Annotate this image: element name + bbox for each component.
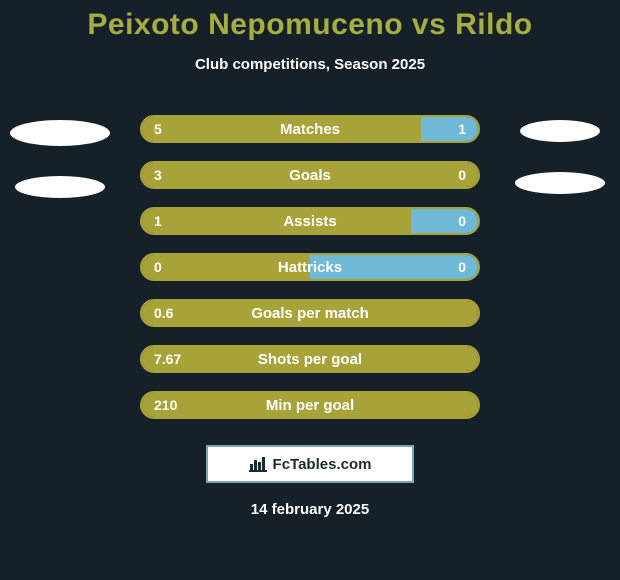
left-segment (142, 393, 478, 417)
right-team-marks (500, 120, 620, 194)
ellipse-icon (515, 172, 605, 194)
right-segment (411, 209, 478, 233)
stat-row: Goals per match0.6 (140, 299, 480, 327)
attribution-badge: FcTables.com (206, 445, 414, 483)
attribution-text: FcTables.com (273, 456, 372, 473)
left-segment (142, 255, 310, 279)
left-segment (142, 209, 411, 233)
footer-date: 14 february 2025 (0, 501, 620, 518)
stat-row: Matches51 (140, 115, 480, 143)
ellipse-icon (520, 120, 600, 142)
ellipse-icon (15, 176, 105, 198)
right-segment (421, 117, 478, 141)
page-title: Peixoto Nepomuceno vs Rildo (0, 8, 620, 42)
left-team-marks (0, 120, 120, 198)
left-segment (142, 347, 478, 371)
stat-row: Hattricks00 (140, 253, 480, 281)
stat-row: Min per goal210 (140, 391, 480, 419)
left-segment (142, 301, 478, 325)
stat-row: Goals30 (140, 161, 480, 189)
page-subtitle: Club competitions, Season 2025 (0, 56, 620, 73)
left-segment (142, 117, 421, 141)
stat-row: Assists10 (140, 207, 480, 235)
barchart-icon (249, 456, 267, 472)
ellipse-icon (10, 120, 110, 146)
left-segment (142, 163, 478, 187)
stat-row: Shots per goal7.67 (140, 345, 480, 373)
right-segment (310, 255, 478, 279)
comparison-canvas: Peixoto Nepomuceno vs Rildo Club competi… (0, 0, 620, 580)
